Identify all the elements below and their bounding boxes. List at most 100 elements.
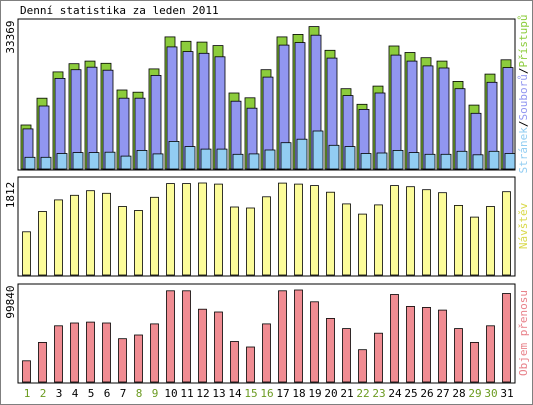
legend-souboru: Souborů	[517, 74, 530, 120]
bar-bottom-day-3	[54, 325, 63, 383]
bar-stránek-day-20	[328, 144, 340, 170]
bar-bottom-day-2	[38, 341, 47, 383]
bar-stránek-day-30	[488, 150, 500, 170]
x-tick-label-day-14: 14	[228, 387, 242, 400]
x-tick-label-day-2: 2	[40, 387, 47, 400]
bar-middle-day-31	[502, 191, 511, 276]
bar-middle-day-15	[246, 207, 255, 276]
bar-bottom-day-19	[310, 301, 319, 383]
bar-stránek-day-11	[184, 146, 196, 170]
bar-stránek-day-8	[136, 149, 148, 170]
x-tick-label-day-29: 29	[468, 387, 481, 400]
y-max-label-middle: 1812	[4, 182, 17, 209]
bar-bottom-day-16	[262, 323, 271, 383]
bar-middle-day-23	[374, 204, 383, 276]
bar-middle-day-22	[358, 213, 367, 276]
bar-stránek-day-25	[408, 152, 420, 170]
bar-stránek-day-16	[264, 149, 276, 170]
bar-souborů-day-26	[422, 65, 434, 170]
x-tick-label-day-26: 26	[420, 387, 433, 400]
y-max-label-bottom: 99840	[4, 285, 17, 318]
x-tick-label-day-8: 8	[136, 387, 143, 400]
bar-stránek-day-24	[392, 149, 404, 170]
bar-stránek-day-26	[424, 153, 436, 170]
bar-bottom-day-13	[214, 311, 223, 383]
bar-bottom-day-4	[70, 322, 79, 383]
x-tick-label-day-10: 10	[164, 387, 177, 400]
x-tick-label-day-27: 27	[436, 387, 449, 400]
legend-objem-prenosu: Objem přenosu	[517, 290, 530, 376]
bar-bottom-day-23	[374, 332, 383, 383]
bar-middle-day-25	[406, 186, 415, 276]
x-tick-label-day-6: 6	[104, 387, 111, 400]
x-tick-label-day-3: 3	[56, 387, 63, 400]
legend-separator: /	[517, 68, 530, 75]
bar-stránek-day-18	[296, 138, 308, 170]
bar-middle-day-10	[166, 183, 175, 276]
bar-middle-day-1	[22, 231, 31, 276]
bar-middle-day-20	[326, 191, 335, 276]
bar-bottom-day-25	[406, 305, 415, 383]
bar-stránek-day-1	[24, 156, 36, 170]
bar-middle-day-30	[486, 206, 495, 276]
x-tick-label-day-31: 31	[500, 387, 513, 400]
bar-bottom-day-11	[182, 290, 191, 383]
x-tick-label-day-11: 11	[180, 387, 193, 400]
bar-bottom-day-6	[102, 322, 111, 383]
bar-stránek-day-12	[200, 148, 212, 170]
x-tick-label-day-19: 19	[308, 387, 321, 400]
bar-middle-day-29	[470, 216, 479, 276]
x-tick-label-day-16: 16	[260, 387, 273, 400]
bar-middle-day-28	[454, 204, 463, 276]
x-tick-label-day-22: 22	[356, 387, 369, 400]
bar-stránek-day-7	[120, 155, 132, 170]
bar-middle-day-11	[182, 183, 191, 276]
bar-stránek-day-10	[168, 140, 180, 170]
bar-bottom-day-9	[150, 323, 159, 383]
legend-middle-panel: Návštěv	[517, 202, 530, 249]
bar-middle-day-12	[198, 182, 207, 276]
bar-stránek-day-19	[312, 130, 324, 170]
bar-stránek-day-22	[360, 153, 372, 170]
bar-middle-day-17	[278, 182, 287, 276]
bar-bottom-day-15	[246, 346, 255, 383]
bar-stránek-day-17	[280, 142, 292, 170]
x-tick-label-day-28: 28	[452, 387, 465, 400]
bar-stránek-day-14	[232, 153, 244, 170]
bar-middle-day-7	[118, 206, 127, 276]
x-tick-label-day-17: 17	[276, 387, 289, 400]
bar-stránek-day-5	[88, 152, 100, 170]
bar-stránek-day-15	[248, 153, 260, 170]
bar-bottom-day-18	[294, 289, 303, 383]
x-tick-label-day-18: 18	[292, 387, 305, 400]
bar-stránek-day-23	[376, 152, 388, 170]
bar-bottom-day-24	[390, 294, 399, 383]
bar-middle-day-9	[150, 196, 159, 276]
x-tick-label-day-5: 5	[88, 387, 95, 400]
bar-bottom-day-21	[342, 328, 351, 383]
bar-bottom-day-10	[166, 290, 175, 383]
bar-middle-day-2	[38, 211, 47, 276]
bar-bottom-day-31	[502, 293, 511, 383]
x-tick-label-day-9: 9	[152, 387, 159, 400]
bar-middle-day-24	[390, 185, 399, 276]
x-tick-label-day-20: 20	[324, 387, 337, 400]
bar-middle-day-3	[54, 199, 63, 276]
bar-bottom-day-5	[86, 321, 95, 383]
x-tick-label-day-12: 12	[196, 387, 209, 400]
bar-stránek-day-9	[152, 153, 164, 170]
x-tick-label-day-23: 23	[372, 387, 385, 400]
bar-middle-day-18	[294, 183, 303, 276]
legend-bottom-panel: Objem přenosu	[517, 290, 530, 376]
bar-stránek-day-29	[472, 154, 484, 170]
bar-stránek-day-4	[72, 152, 84, 170]
legend-stranek: Stránek	[517, 127, 530, 174]
legend-top-panel: Stránek/Souborů/Přístupů	[517, 15, 530, 174]
bar-stránek-day-28	[456, 150, 468, 170]
bar-middle-day-14	[230, 206, 239, 276]
x-tick-label-day-1: 1	[24, 387, 31, 400]
x-tick-label-day-21: 21	[340, 387, 353, 400]
bar-souborů-day-27	[438, 67, 450, 170]
x-tick-label-day-7: 7	[120, 387, 127, 400]
